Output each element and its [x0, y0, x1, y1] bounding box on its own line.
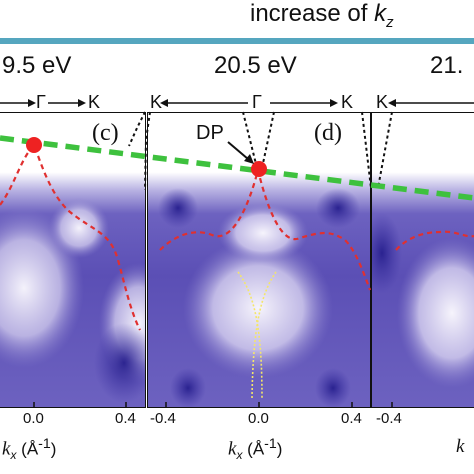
spectrum-panel-e [371, 112, 474, 408]
header-caption: increase of kz [250, 0, 394, 31]
axis-exp: -1 [38, 436, 51, 452]
header-sub: z [386, 13, 394, 31]
axis-k: k [456, 436, 465, 457]
panel-tag-c: (c) [92, 120, 119, 146]
axis-close: ) [50, 439, 57, 459]
axis-label-c: kx (Å-1) [2, 436, 56, 462]
tick-label-c-0: 0.0 [23, 410, 44, 427]
dirac-point-label: DP [196, 122, 224, 144]
axis-sub: x [10, 448, 17, 463]
direction-label-k-c: K [88, 92, 101, 112]
axis-unit: (Å [247, 439, 265, 459]
axis-k: k [2, 438, 11, 460]
spectrum-image-d [148, 113, 370, 407]
direction-label-k-e: K [376, 92, 389, 112]
axis-sub: x [236, 448, 243, 463]
energy-label-left: 9.5 eV [2, 52, 72, 79]
axis-label-d: kx (Å-1) [228, 436, 282, 462]
header-prefix: increase of [250, 0, 375, 27]
teal-divider-bar [0, 38, 474, 44]
axis-exp: -1 [264, 436, 277, 452]
direction-arrow-e [388, 99, 474, 107]
direction-label-k-d-left: K [150, 92, 163, 112]
axis-k: k [228, 438, 237, 460]
panel-tag-d: (d) [314, 120, 342, 146]
axis-label-e: k [456, 436, 464, 458]
axis-close: ) [276, 439, 283, 459]
direction-arrow-d [160, 99, 338, 107]
direction-label-gamma-d: Γ [252, 92, 262, 112]
spectrum-panel-d [147, 112, 371, 408]
spectrum-panel-c [0, 112, 146, 408]
direction-label-k-d-right: K [341, 92, 354, 112]
spectrum-image-e [372, 113, 474, 407]
axis-unit: (Å [21, 439, 39, 459]
direction-label-gamma-c: Γ [36, 92, 46, 112]
tick-label-d-1: 0.0 [248, 410, 269, 427]
energy-label-right: 21. [430, 52, 464, 79]
header-k: k [374, 0, 387, 27]
tick-label-e-0: -0.4 [376, 410, 402, 427]
tick-label-d-2: 0.4 [341, 410, 362, 427]
tick-label-c-1: 0.4 [115, 410, 136, 427]
energy-label-middle: 20.5 eV [214, 52, 297, 79]
spectrum-image-c [0, 113, 145, 407]
tick-label-d-0: -0.4 [150, 410, 176, 427]
